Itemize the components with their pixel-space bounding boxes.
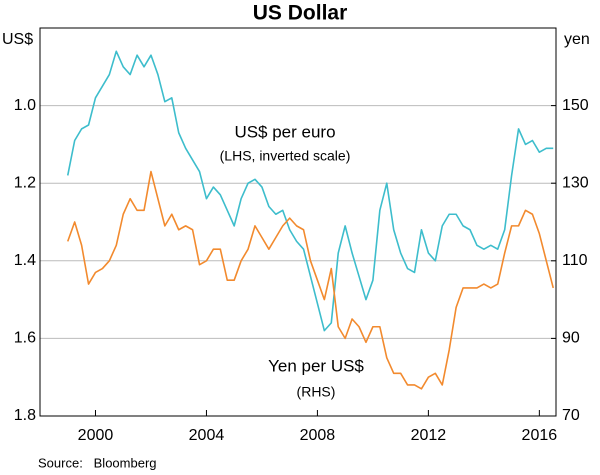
y2-tick-label: 150 [562,97,589,114]
y-tick-label: 1.8 [14,407,36,424]
y2-tick-label: 110 [562,252,588,269]
series-line [66,170,555,390]
y-axis-unit: US$ [2,31,33,48]
y2-tick-label: 130 [562,174,589,191]
x-tick-label: 2004 [189,427,225,444]
y2-tick-label: 70 [562,407,580,424]
y-tick-label: 1.4 [14,252,36,269]
y2-axis-unit: yen [564,31,590,48]
y-tick-label: 1.2 [14,174,36,191]
y-tick-label: 1.6 [14,330,36,347]
source-note: Source: Bloomberg [38,455,157,470]
x-tick-label: 2000 [78,427,114,444]
y-tick-label: 1.0 [14,97,36,114]
chart-title: US Dollar [253,2,348,25]
x-tick-label: 2012 [411,427,447,444]
plot-frame [39,27,557,417]
x-tick-label: 2008 [300,427,336,444]
annotation: (LHS, inverted scale) [220,148,351,164]
series-line [66,50,554,332]
series-label: US$ per euro [234,122,335,141]
y2-tick-label: 90 [562,330,580,347]
x-tick-label: 2016 [522,427,558,444]
annotation: (RHS) [297,384,336,400]
series-label: Yen per US$ [268,356,364,375]
